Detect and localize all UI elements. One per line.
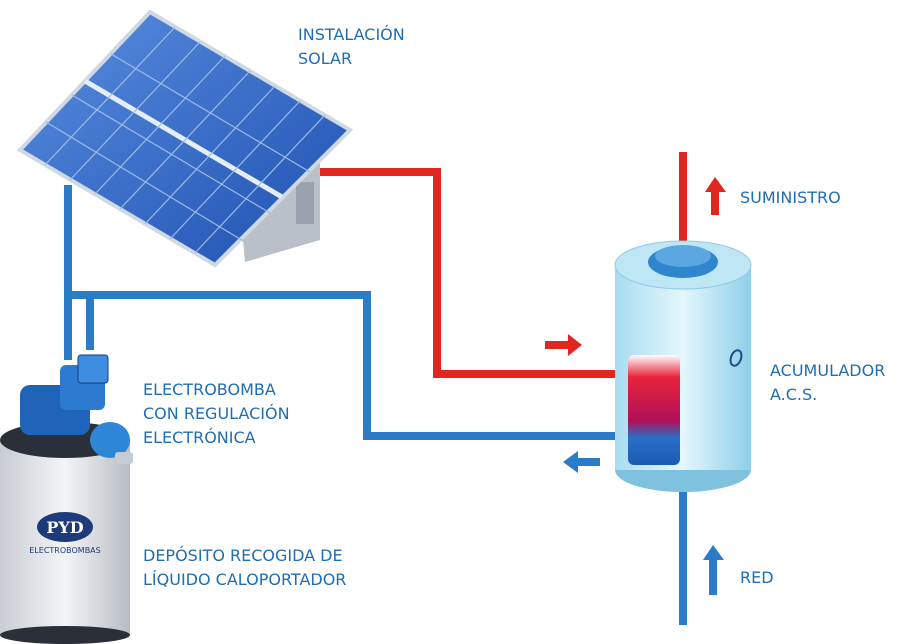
tank-label: ACUMULADOR: [770, 361, 885, 380]
deposit-label: DEPÓSITO RECOGIDA DE: [143, 546, 343, 565]
supply-label: SUMINISTRO: [740, 188, 841, 207]
tank-label: A.C.S.: [770, 385, 817, 404]
logo-brand: PYD: [46, 518, 83, 537]
diagram: PYD ELECTROBOMBAS INSTALACIÓN SOLAR SUMI…: [0, 0, 923, 644]
tank: [615, 241, 751, 492]
solar-label: INSTALACIÓN: [298, 25, 405, 44]
pump-label: CON REGULACIÓN: [143, 404, 290, 423]
solar-label: SOLAR: [298, 49, 352, 68]
grid-label: RED: [740, 568, 774, 587]
pump-label: ELECTROBOMBA: [143, 380, 276, 399]
pump-label: ELECTRÓNICA: [143, 428, 256, 447]
deposit-label: LÍQUIDO CALOPORTADOR: [143, 570, 346, 589]
logo-subtitle: ELECTROBOMBAS: [29, 546, 100, 555]
